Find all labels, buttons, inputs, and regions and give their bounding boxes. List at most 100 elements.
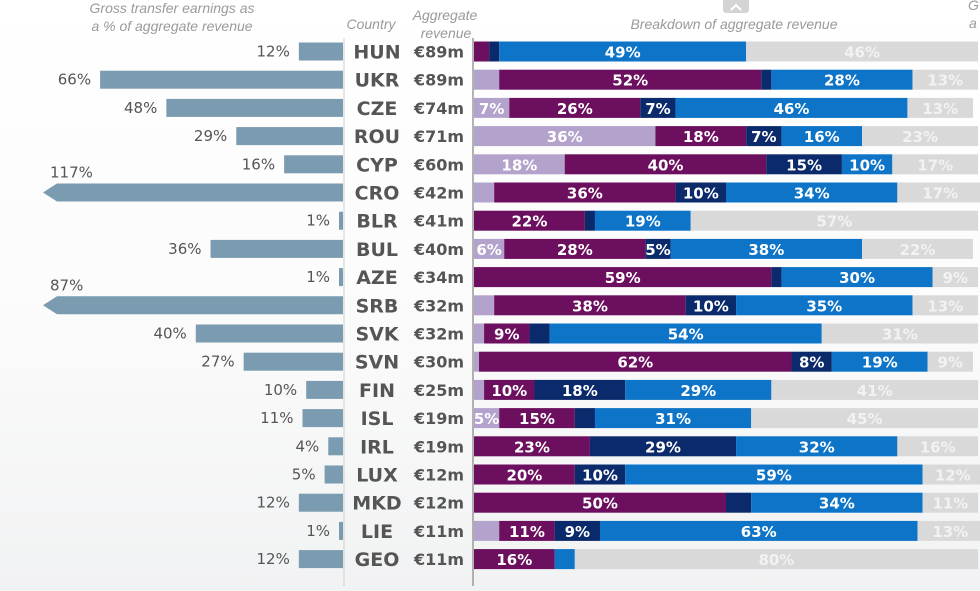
revenue-fin: €25m — [413, 381, 464, 400]
segment-bul-grey — [862, 238, 973, 259]
segment-label-lux-grey: 12% — [935, 467, 971, 485]
segment-ukr-navy — [761, 69, 772, 90]
country-srb: SRB — [356, 295, 399, 317]
segment-lie-blue — [600, 520, 918, 541]
segment-label-aze-purple: 59% — [605, 269, 641, 287]
segment-isl-navy — [574, 408, 595, 429]
transfer-bar-cyp — [284, 155, 343, 174]
transfer-bar-ukr — [100, 70, 344, 89]
segment-rou-purple — [655, 126, 747, 147]
transfer-label-irl: 4% — [295, 437, 319, 455]
country-ukr: UKR — [355, 70, 400, 92]
segment-label-svn-grey: 9% — [938, 354, 963, 372]
segment-svk-blue — [549, 323, 822, 344]
country-svn: SVN — [355, 352, 399, 374]
segment-geo-purple — [474, 549, 555, 570]
segment-label-cze-light-purple: 7% — [479, 100, 504, 118]
revenue-mkd: €12m — [413, 494, 464, 513]
revenue-irl: €19m — [413, 437, 464, 456]
segment-isl-light-purple — [474, 408, 500, 429]
segment-irl-purple — [474, 436, 590, 457]
segment-label-lie-blue: 63% — [741, 523, 777, 541]
segment-isl-grey — [751, 408, 978, 429]
segment-label-cro-purple: 36% — [567, 185, 603, 203]
segment-svk-navy — [529, 323, 550, 344]
transfer-label-ukr: 66% — [58, 71, 91, 89]
revenue-geo: €11m — [413, 550, 464, 569]
segment-label-cyp-grey: 17% — [917, 156, 953, 174]
segment-cyp-grey — [892, 154, 978, 175]
segment-label-blr-blue: 19% — [625, 213, 661, 231]
segment-label-bul-purple: 28% — [557, 241, 593, 259]
segment-fin-light-purple — [474, 379, 485, 400]
segment-label-svn-navy: 8% — [799, 354, 824, 372]
segment-label-lie-grey: 13% — [932, 523, 968, 541]
segment-rou-light-purple — [474, 126, 656, 147]
country-header: Country — [346, 16, 396, 32]
segment-bul-navy — [645, 238, 671, 259]
transfer-bar-irl — [328, 437, 343, 456]
segment-label-cyp-blue: 10% — [849, 156, 885, 174]
segment-fin-purple — [484, 379, 535, 400]
transfer-bar-lie — [339, 521, 343, 540]
segment-geo-blue — [554, 549, 575, 570]
segment-label-isl-purple: 15% — [519, 410, 555, 428]
segment-aze-navy — [771, 267, 782, 288]
revenue-svk: €32m — [413, 325, 464, 344]
revenue-rou: €71m — [413, 127, 464, 146]
left-header-line1: Gross transfer earnings as — [90, 0, 255, 16]
transfer-label-rou: 29% — [194, 127, 227, 145]
segment-fin-blue — [625, 379, 772, 400]
segment-label-bul-blue: 38% — [748, 241, 784, 259]
segment-svn-blue — [831, 351, 928, 372]
segment-label-cro-blue: 34% — [794, 185, 830, 203]
segment-blr-blue — [594, 210, 691, 231]
segment-svn-light-purple — [474, 351, 480, 372]
segment-srb-blue — [736, 295, 913, 316]
segment-lux-purple — [474, 464, 575, 485]
segment-label-fin-blue: 29% — [680, 382, 716, 400]
segment-cze-purple — [509, 97, 641, 118]
segment-label-isl-light-purple: 5% — [474, 410, 499, 428]
segment-cze-grey — [907, 97, 973, 118]
segment-irl-navy — [589, 436, 737, 457]
segment-cyp-light-purple — [474, 154, 565, 175]
segment-irl-grey — [897, 436, 978, 457]
transfer-label-mkd: 12% — [256, 494, 289, 512]
transfer-label-svk: 40% — [153, 325, 186, 343]
transfer-label-svn: 27% — [201, 353, 234, 371]
transfer-bar-svn — [243, 352, 343, 371]
segment-label-rou-light-purple: 36% — [547, 128, 583, 146]
transfer-label-hun: 12% — [256, 43, 289, 61]
segment-mkd-navy — [726, 492, 752, 513]
segment-label-hun-blue: 49% — [605, 44, 641, 62]
right-clip-header-line1: G — [968, 0, 979, 13]
segment-irl-blue — [736, 436, 898, 457]
transfer-bar-rou — [236, 127, 343, 146]
segment-label-svk-blue: 54% — [668, 326, 704, 344]
transfer-bar-srb — [43, 296, 343, 315]
country-irl: IRL — [360, 436, 394, 458]
transfer-label-bul: 36% — [168, 240, 201, 258]
revenue-hun: €89m — [413, 43, 464, 62]
country-svk: SVK — [355, 324, 399, 346]
segment-label-geo-grey: 80% — [758, 551, 794, 569]
chart-rows: 12% HUN €89m 49% 46% 66% UKR €89m 52% 28% 13% 48% CZ… — [43, 41, 980, 571]
segment-label-srb-grey: 13% — [927, 297, 963, 315]
scroll-up-button[interactable] — [723, 0, 749, 13]
segment-lux-blue — [625, 464, 923, 485]
segment-label-irl-blue: 32% — [799, 438, 835, 456]
segment-rou-navy — [746, 126, 782, 147]
transfer-bar-lux — [324, 465, 343, 484]
revenue-cze: €74m — [413, 99, 464, 118]
revenue-isl: €19m — [413, 409, 464, 428]
segment-label-aze-grey: 9% — [943, 269, 968, 287]
country-geo: GEO — [355, 549, 400, 571]
segment-srb-navy — [685, 295, 737, 316]
segment-label-svn-purple: 62% — [617, 354, 653, 372]
segment-aze-grey — [932, 267, 978, 288]
segment-lux-navy — [574, 464, 626, 485]
segment-label-fin-purple: 10% — [491, 382, 527, 400]
segment-hun-purple — [474, 41, 490, 62]
segment-mkd-grey — [922, 492, 978, 513]
